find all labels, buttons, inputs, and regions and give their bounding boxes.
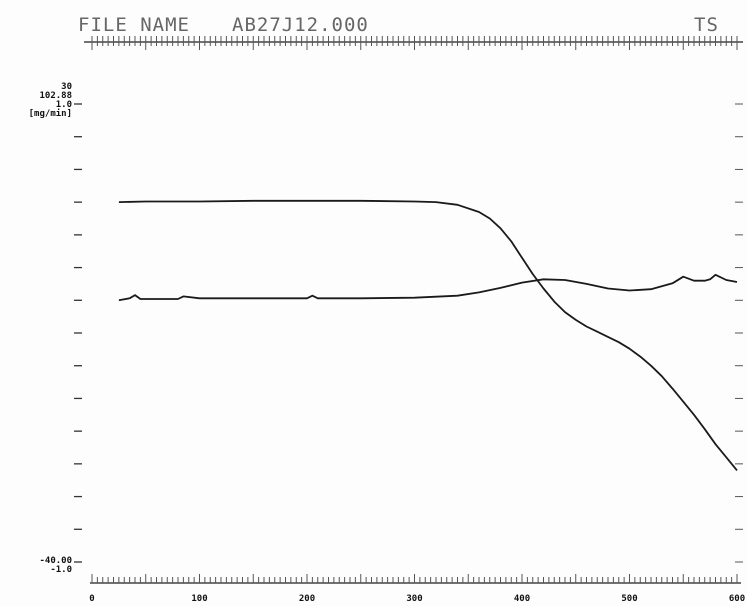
series-line-1: [118, 199, 738, 471]
x-tick-label: 400: [514, 594, 530, 604]
y-bottom-label-1: -40.00: [39, 556, 72, 566]
x-tick-label: 500: [621, 594, 637, 604]
series-line-2: [118, 273, 738, 302]
file-name-label: FILE NAME: [78, 14, 190, 36]
x-tick-label: 0: [89, 594, 94, 604]
y-bottom-label-2: -1.0: [50, 565, 72, 575]
file-name-value: AB27J12.000: [232, 14, 369, 36]
corner-text: TS: [694, 14, 719, 36]
y-top-label-3: 1.0: [55, 100, 72, 110]
x-tick-label: 600: [729, 594, 745, 604]
x-tick-label: 200: [299, 594, 315, 604]
x-tick-label: 100: [191, 594, 207, 604]
x-tick-label: 300: [406, 594, 422, 604]
y-top-label-4: [mg/min]: [28, 109, 72, 119]
y-axis-bottom-labels: -40.00 -1.0: [22, 557, 72, 575]
y-top-label-2: 102.88: [39, 91, 72, 101]
y-top-label-1: 30: [61, 82, 72, 92]
y-axis-top-labels: 30 102.88 1.0 [mg/min]: [22, 83, 72, 119]
